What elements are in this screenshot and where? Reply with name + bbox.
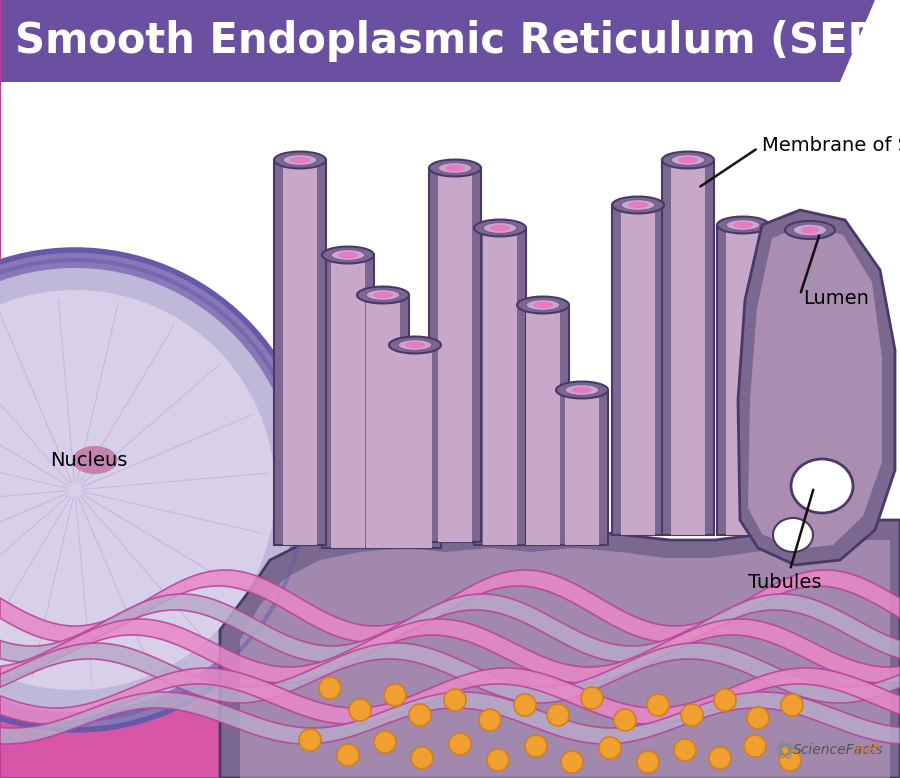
Ellipse shape: [726, 219, 760, 230]
Circle shape: [781, 694, 803, 716]
Ellipse shape: [389, 337, 441, 353]
Polygon shape: [331, 255, 365, 548]
Circle shape: [614, 709, 636, 731]
Circle shape: [374, 731, 396, 753]
Ellipse shape: [801, 226, 819, 233]
Polygon shape: [220, 520, 900, 778]
Ellipse shape: [785, 221, 835, 239]
Text: Smooth Endoplasmic Reticulum (SER): Smooth Endoplasmic Reticulum (SER): [15, 20, 898, 62]
Polygon shape: [483, 228, 517, 545]
Polygon shape: [357, 295, 409, 548]
Circle shape: [319, 677, 341, 699]
Circle shape: [779, 749, 801, 771]
Ellipse shape: [338, 252, 358, 258]
Polygon shape: [0, 643, 900, 703]
Circle shape: [747, 707, 769, 729]
Circle shape: [709, 747, 731, 769]
Polygon shape: [748, 225, 882, 549]
Ellipse shape: [429, 159, 481, 177]
Ellipse shape: [445, 165, 465, 171]
Ellipse shape: [612, 197, 664, 213]
Circle shape: [444, 689, 466, 711]
Ellipse shape: [290, 156, 310, 163]
Polygon shape: [366, 295, 400, 548]
Polygon shape: [671, 160, 705, 535]
Polygon shape: [612, 205, 664, 535]
Ellipse shape: [533, 302, 553, 308]
Polygon shape: [283, 160, 317, 545]
Polygon shape: [389, 345, 441, 548]
Circle shape: [514, 694, 536, 716]
Ellipse shape: [274, 152, 326, 169]
Ellipse shape: [438, 163, 472, 173]
Circle shape: [479, 709, 501, 731]
Ellipse shape: [357, 286, 409, 303]
Polygon shape: [474, 228, 526, 545]
Ellipse shape: [73, 446, 118, 474]
Polygon shape: [565, 390, 599, 545]
Polygon shape: [0, 594, 900, 662]
Polygon shape: [398, 345, 432, 548]
Circle shape: [299, 729, 321, 751]
Circle shape: [744, 735, 766, 757]
Ellipse shape: [398, 339, 432, 351]
Polygon shape: [0, 656, 900, 722]
Ellipse shape: [373, 292, 393, 298]
Circle shape: [674, 739, 696, 761]
Ellipse shape: [628, 202, 648, 209]
Ellipse shape: [474, 219, 526, 237]
Ellipse shape: [733, 222, 753, 228]
Circle shape: [0, 268, 297, 712]
Circle shape: [714, 689, 736, 711]
Circle shape: [581, 687, 603, 709]
Ellipse shape: [793, 224, 827, 236]
Circle shape: [411, 747, 433, 769]
Ellipse shape: [556, 381, 608, 398]
Polygon shape: [438, 168, 472, 542]
Ellipse shape: [490, 225, 510, 231]
Text: Nucleus: Nucleus: [50, 450, 128, 469]
Circle shape: [782, 748, 788, 752]
Circle shape: [599, 737, 621, 759]
Polygon shape: [0, 570, 900, 642]
Polygon shape: [274, 160, 326, 545]
Ellipse shape: [773, 518, 813, 552]
Ellipse shape: [366, 289, 400, 300]
Polygon shape: [0, 619, 900, 683]
Polygon shape: [621, 205, 655, 535]
Polygon shape: [0, 668, 900, 724]
Circle shape: [547, 704, 569, 726]
Ellipse shape: [791, 459, 853, 513]
Circle shape: [0, 290, 275, 690]
Polygon shape: [726, 225, 760, 535]
Ellipse shape: [572, 387, 592, 393]
Circle shape: [337, 744, 359, 766]
Circle shape: [349, 699, 371, 721]
Ellipse shape: [717, 216, 769, 233]
Polygon shape: [429, 168, 481, 542]
Circle shape: [487, 749, 509, 771]
Text: Lumen: Lumen: [803, 289, 868, 307]
Circle shape: [384, 684, 406, 706]
Ellipse shape: [621, 199, 655, 211]
Ellipse shape: [662, 152, 714, 169]
Ellipse shape: [671, 155, 705, 166]
Circle shape: [0, 250, 315, 730]
Ellipse shape: [322, 247, 374, 264]
Ellipse shape: [517, 296, 569, 314]
Text: Membrane of SER: Membrane of SER: [762, 135, 900, 155]
Text: .net: .net: [852, 743, 879, 757]
Ellipse shape: [405, 342, 425, 349]
Ellipse shape: [331, 250, 365, 261]
Polygon shape: [517, 305, 569, 545]
Circle shape: [525, 735, 547, 757]
Ellipse shape: [565, 384, 599, 395]
Circle shape: [409, 704, 431, 726]
Ellipse shape: [283, 155, 317, 166]
Circle shape: [449, 733, 471, 755]
Polygon shape: [0, 0, 875, 82]
Polygon shape: [0, 583, 900, 665]
Circle shape: [647, 694, 669, 716]
